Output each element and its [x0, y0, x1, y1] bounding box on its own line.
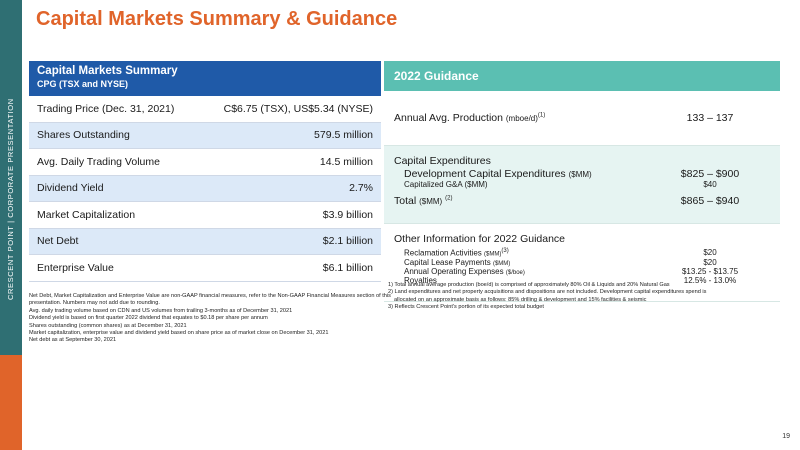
- sidebar: CRESCENT POINT | CORPORATE PRESENTATION: [0, 0, 22, 450]
- guidance-table: 2022 Guidance Annual Avg. Production (mb…: [384, 61, 780, 302]
- row-label: Net Debt: [37, 235, 79, 248]
- other-item-unit: ($/boe): [505, 269, 525, 276]
- footnote: Dividend yield is based on first quarter…: [29, 315, 268, 322]
- sidebar-text: CRESCENT POINT | CORPORATE PRESENTATION: [6, 98, 15, 300]
- production-section: Annual Avg. Production (mboe/d)(1) 133 –…: [384, 91, 780, 146]
- capitalized-ga-value: $40: [703, 180, 717, 189]
- footnote: 2) Land expenditures and net property ac…: [388, 289, 707, 296]
- total-footnote-ref: (2): [445, 195, 453, 202]
- row-label: Market Capitalization: [37, 208, 136, 221]
- other-item-label: Annual Operating Expenses: [404, 266, 504, 276]
- row-value: $2.1 billion: [322, 235, 373, 248]
- sidebar-accent: [0, 355, 22, 450]
- footnote: Net Debt, Market Capitalization and Ente…: [29, 293, 391, 307]
- row-label: Trading Price (Dec. 31, 2021): [37, 102, 175, 115]
- table-row: Dividend Yield 2.7%: [29, 175, 381, 202]
- summary-header: Capital Markets Summary CPG (TSX and NYS…: [29, 61, 381, 96]
- summary-subheading: CPG (TSX and NYSE): [37, 79, 129, 89]
- row-value: $6.1 billion: [322, 261, 373, 274]
- row-label: Dividend Yield: [37, 182, 104, 195]
- total-unit: ($MM): [419, 197, 443, 206]
- row-label: Enterprise Value: [37, 261, 114, 274]
- other-item-value: $13.25 - $13.75: [681, 266, 739, 276]
- footnote: allocated on an approximate basis as fol…: [394, 296, 647, 303]
- footnote: 1) Total annual average production (boe/…: [388, 282, 670, 288]
- other-item-unit: ($MM): [492, 260, 511, 267]
- table-row: Net Debt $2.1 billion: [29, 228, 381, 255]
- row-label: Shares Outstanding: [37, 129, 130, 142]
- capital-markets-summary-table: Capital Markets Summary CPG (TSX and NYS…: [29, 61, 381, 282]
- production-unit: (mboe/d): [505, 114, 538, 123]
- production-value: 133 – 137: [686, 112, 734, 124]
- total-label: Total: [394, 195, 417, 207]
- other-item-value: $20: [703, 257, 717, 267]
- other-item-label: Capital Lease Payments: [404, 257, 491, 267]
- page-number: 19: [782, 433, 790, 440]
- table-row: Enterprise Value $6.1 billion: [29, 255, 381, 282]
- production-label: Annual Avg. Production: [394, 112, 503, 124]
- row-value: C$6.75 (TSX), US$5.34 (NYSE): [223, 102, 373, 115]
- summary-footnotes: Net Debt, Market Capitalization and Ente…: [29, 293, 391, 345]
- table-row: Avg. Daily Trading Volume 14.5 million: [29, 149, 381, 176]
- capex-label: Capital Expenditures: [394, 155, 491, 167]
- dev-capex-unit: ($MM): [568, 170, 592, 179]
- guidance-heading: 2022 Guidance: [384, 61, 780, 91]
- other-info-label: Other Information for 2022 Guidance: [394, 233, 566, 245]
- summary-heading: Capital Markets Summary: [37, 65, 178, 77]
- capitalized-ga-label: Capitalized G&A ($MM): [404, 180, 488, 189]
- other-info-section: Other Information for 2022 Guidance Recl…: [384, 224, 780, 302]
- dev-capex-value: $825 – $900: [680, 168, 740, 180]
- capex-section: Capital Expenditures Development Capital…: [384, 146, 780, 224]
- row-value: 2.7%: [349, 182, 373, 195]
- footnote: Net debt as at September 30, 2021: [29, 337, 117, 344]
- footnote: Market capitalization, enterprise value …: [29, 330, 329, 337]
- other-item-footnote-ref: (3): [501, 248, 509, 254]
- row-value: 579.5 million: [314, 129, 373, 142]
- row-value: 14.5 million: [319, 155, 373, 168]
- row-label: Avg. Daily Trading Volume: [37, 155, 160, 168]
- footnote: Shares outstanding (common shares) as at…: [29, 322, 187, 329]
- table-row: Shares Outstanding 579.5 million: [29, 122, 381, 149]
- other-item-label: Reclamation Activities: [404, 248, 482, 258]
- page-title: Capital Markets Summary & Guidance: [36, 8, 398, 30]
- total-value: $865 – $940: [680, 195, 740, 207]
- production-footnote-ref: (1): [537, 112, 546, 119]
- other-item-label: Royalties: [404, 275, 437, 285]
- guidance-footnotes: 1) Total annual average production (boe/…: [388, 282, 783, 312]
- row-value: $3.9 billion: [322, 208, 373, 221]
- dev-capex-label: Development Capital Expenditures: [404, 168, 566, 180]
- footnote: Avg. daily trading volume based on CDN a…: [29, 307, 293, 314]
- table-row: Trading Price (Dec. 31, 2021) C$6.75 (TS…: [29, 96, 381, 123]
- footnote: 3) Reflects Crescent Point's portion of …: [388, 304, 544, 311]
- table-row: Market Capitalization $3.9 billion: [29, 202, 381, 229]
- other-item-unit: ($MM): [484, 251, 502, 258]
- other-item-value: $20: [703, 248, 717, 258]
- other-item-value: 12.5% - 13.0%: [683, 275, 737, 285]
